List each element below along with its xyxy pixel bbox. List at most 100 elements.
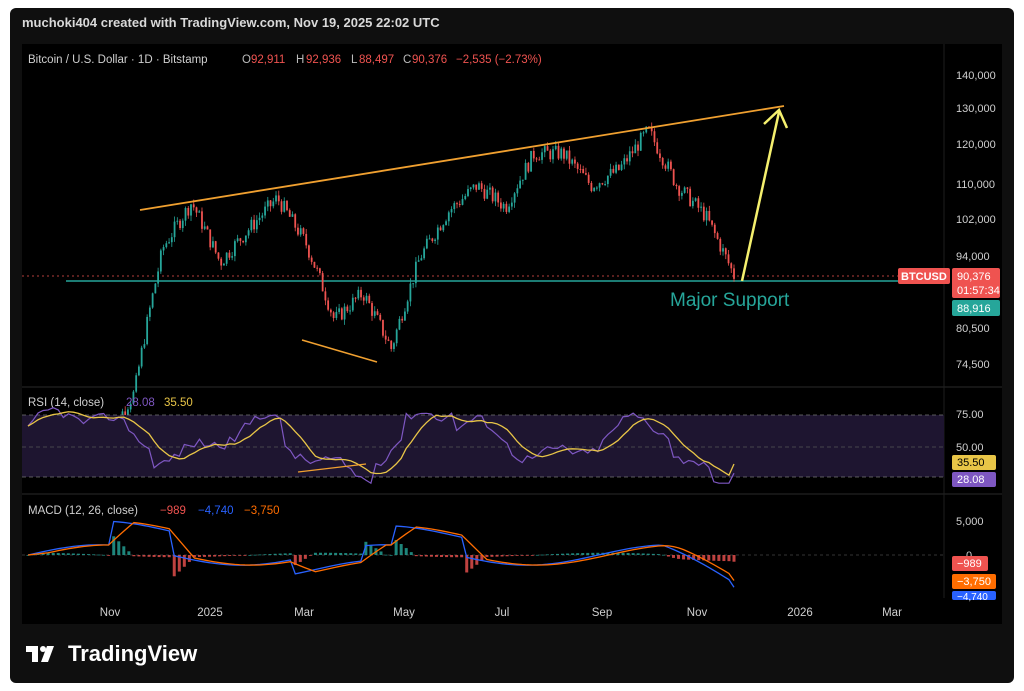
candle-body (549, 150, 552, 160)
candle-body (678, 186, 681, 196)
candle-body (146, 316, 149, 345)
candle-body (253, 219, 255, 230)
candle-body (700, 206, 702, 208)
candle-body (716, 233, 719, 239)
candle-body (595, 187, 598, 189)
candle-body (379, 314, 382, 320)
macd-value: −4,740 (198, 505, 234, 517)
candle-body (340, 308, 343, 320)
symbol-label: Bitcoin / U.S. Dollar · 1D · Bitstamp (28, 54, 208, 66)
macd-hist-bar (520, 555, 524, 556)
rsi-ma-line (27, 411, 735, 477)
price-axis[interactable]: 140,000 130,000 120,000 110,000 102,000 94,00… (956, 70, 996, 371)
candle-body (395, 329, 398, 344)
candle-body (187, 208, 190, 216)
candle-body (310, 257, 313, 262)
candle-body (343, 306, 346, 320)
candle-body (609, 168, 612, 176)
high-value: 92,936 (306, 54, 341, 66)
brand-name: TradingView (68, 641, 198, 666)
rsi-ma-value: 35.50 (164, 397, 193, 409)
candle-body (499, 202, 502, 209)
macd-hist-bar (591, 552, 595, 555)
macd-hist-bar (687, 555, 691, 560)
candle-body (445, 221, 447, 226)
macd-hist-bar (278, 553, 282, 555)
candle-body (184, 208, 187, 221)
candle-body (151, 293, 154, 308)
candle-body (299, 228, 302, 235)
candle-body (719, 238, 722, 252)
high-label: H (296, 54, 304, 66)
macd-hist-bar (283, 553, 287, 555)
macd-hist-bar (71, 553, 75, 555)
macd-hist-bar (273, 553, 277, 555)
candle-body (286, 200, 288, 211)
candle-body (664, 165, 667, 169)
macd-hist-bar (112, 536, 116, 555)
candle-body (628, 151, 631, 162)
macd-hist-bar (107, 555, 111, 556)
macd-hist-bar (46, 552, 50, 555)
price-tick: 130,000 (956, 103, 996, 115)
candle-body (179, 220, 181, 229)
candle-body (319, 268, 321, 274)
candle-body (327, 300, 330, 310)
candle-body (469, 187, 472, 190)
candle-body (606, 175, 609, 185)
last-price-tag (952, 268, 1000, 298)
macd-hist-bar (682, 555, 686, 560)
candle-body (571, 159, 574, 164)
macd-hist-bar (480, 555, 484, 561)
candle-body (634, 144, 637, 154)
candle-body (148, 307, 151, 317)
open-label: O (242, 54, 251, 66)
macd-hist-bar (697, 555, 701, 561)
candle-body (475, 184, 478, 190)
macd-hist-bar (515, 555, 519, 556)
candle-body (250, 219, 253, 231)
time-axis[interactable]: Nov 2025 Mar May Jul Sep Nov 2026 Mar (100, 607, 902, 619)
open-value: 92,911 (251, 54, 285, 66)
candle-body (617, 164, 620, 170)
candle-body (639, 132, 642, 151)
candle-body (266, 200, 269, 207)
candle-body (269, 200, 272, 207)
tradingview-logo[interactable]: TradingView (26, 641, 197, 667)
chart-area[interactable]: Bitcoin / U.S. Dollar · 1D · Bitstamp O … (22, 44, 1002, 624)
candle-body (321, 273, 324, 292)
candle-body (510, 202, 513, 207)
candle-body (360, 289, 362, 298)
candle-body (417, 260, 420, 262)
candle-body (277, 195, 280, 202)
candle-body (127, 409, 129, 416)
macd-line (27, 520, 735, 588)
upper-trendline (139, 105, 785, 211)
macd-hist-bar (41, 553, 45, 555)
low-value: 88,497 (359, 54, 394, 66)
candle-body (530, 150, 532, 172)
candle-body (346, 306, 349, 312)
macd-hist-bar (641, 553, 645, 555)
time-tick: 2025 (197, 607, 223, 619)
macd-hist-bar (500, 555, 504, 557)
macd-hist-bar (530, 555, 534, 556)
candle-body (461, 199, 464, 205)
macd-hist-bar (656, 554, 660, 555)
candle-body (667, 161, 670, 169)
candle-body (190, 204, 192, 216)
candle-body (140, 347, 143, 367)
candle-body (173, 221, 176, 238)
symbol-tag (898, 268, 950, 284)
macd-hist-bar (157, 555, 161, 558)
candle-body (494, 192, 497, 202)
macd-hist-bar (152, 555, 156, 557)
candle-body (546, 146, 549, 151)
candle-body (519, 180, 521, 189)
candle-body (702, 206, 705, 221)
chart-svg[interactable]: Bitcoin / U.S. Dollar · 1D · Bitstamp O … (22, 44, 1002, 624)
macd-hist-bar (566, 553, 570, 555)
candle-body (423, 248, 426, 259)
macd-hist-bar (485, 555, 489, 557)
macd-hist-bar (646, 553, 650, 555)
